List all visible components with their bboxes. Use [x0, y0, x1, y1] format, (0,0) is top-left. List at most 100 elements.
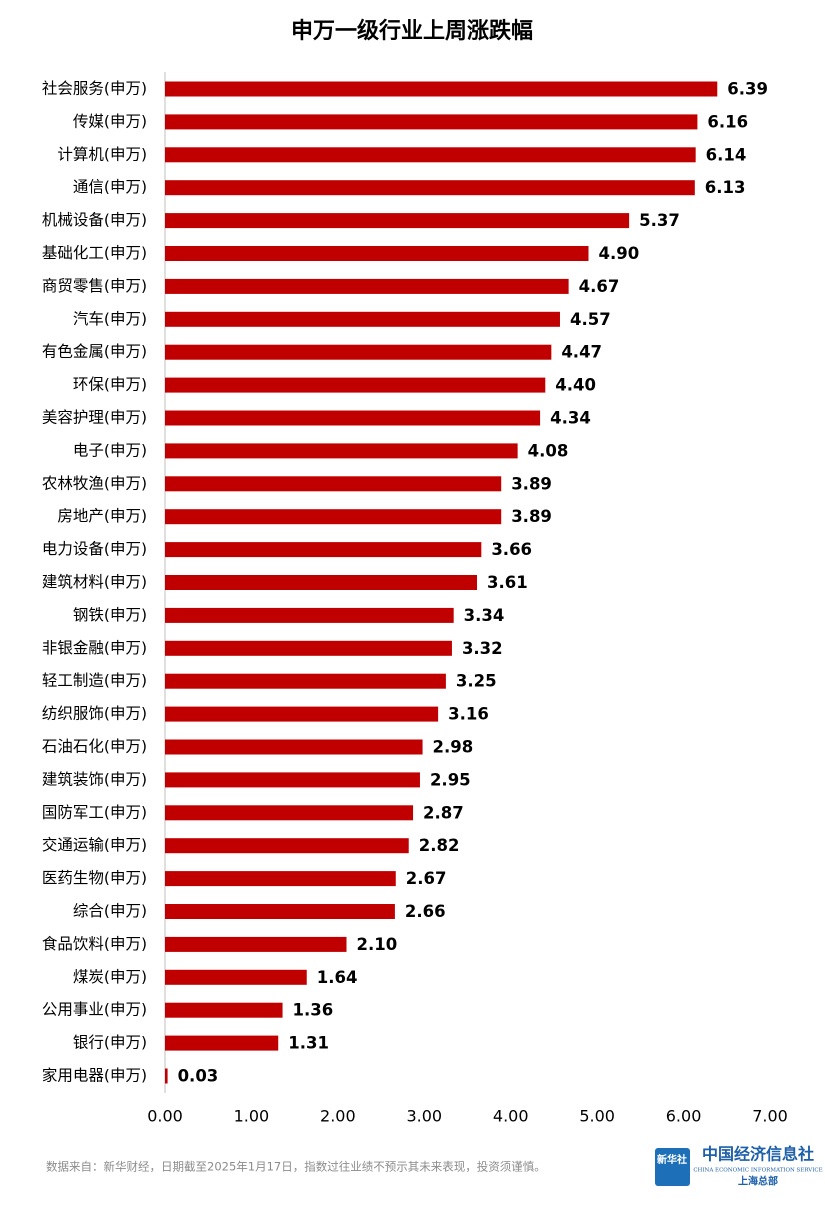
y-tick-label: 电子(申万)	[73, 441, 147, 459]
y-tick-label: 环保(申万)	[73, 376, 147, 394]
y-tick-label: 机械设备(申万)	[42, 211, 147, 229]
bar	[165, 443, 518, 459]
y-tick-label: 交通运输(申万)	[42, 836, 147, 854]
value-label: 4.90	[599, 244, 640, 263]
bar	[165, 969, 307, 985]
bar	[165, 706, 439, 722]
value-label: 4.57	[570, 310, 611, 329]
value-label: 2.66	[405, 902, 446, 921]
x-tick-label: 2.00	[320, 1107, 356, 1126]
y-tick-label: 汽车(申万)	[73, 310, 147, 328]
value-label: 3.89	[511, 507, 552, 526]
bar	[165, 476, 502, 492]
source-note: 数据来自：新华财经，日期截至2025年1月17日，指数过往业绩不预示其未来表现，…	[46, 1160, 546, 1174]
y-tick-label: 电力设备(申万)	[42, 540, 147, 558]
bar	[165, 1035, 279, 1051]
value-label: 1.31	[288, 1034, 329, 1053]
y-tick-label: 房地产(申万)	[57, 507, 147, 525]
value-label: 2.67	[406, 869, 447, 888]
value-label: 3.25	[456, 672, 497, 691]
value-label: 4.08	[528, 441, 569, 460]
x-tick-label: 3.00	[406, 1107, 442, 1126]
logo-badge: 新华社	[657, 1153, 687, 1166]
bar	[165, 311, 560, 327]
value-label: 2.98	[433, 738, 474, 757]
logo-branch: 上海总部	[738, 1175, 778, 1188]
y-tick-label: 轻工制造(申万)	[42, 672, 147, 690]
bar	[165, 1068, 168, 1084]
y-tick-label: 非银金融(申万)	[42, 639, 147, 657]
x-tick-label: 4.00	[493, 1107, 529, 1126]
y-tick-label: 纺织服饰(申万)	[42, 705, 147, 723]
y-tick-label: 钢铁(申万)	[73, 606, 147, 624]
bar	[165, 542, 482, 558]
y-tick-label: 计算机(申万)	[57, 144, 147, 163]
bar	[165, 936, 347, 952]
y-tick-label: 农林牧渔(申万)	[42, 474, 147, 492]
value-label: 0.03	[178, 1067, 219, 1086]
value-label: 3.16	[448, 705, 489, 724]
x-tick-label: 5.00	[579, 1107, 615, 1126]
value-label: 2.87	[423, 803, 464, 822]
value-label: 4.40	[555, 376, 596, 395]
value-label: 1.64	[317, 968, 358, 987]
value-label: 2.10	[357, 935, 398, 954]
bar	[165, 838, 409, 854]
y-tick-label: 商贸零售(申万)	[42, 277, 147, 295]
bar	[165, 377, 546, 393]
bar	[165, 81, 718, 97]
bar	[165, 607, 454, 623]
chart-title: 申万一级行业上周涨跌幅	[291, 18, 533, 44]
bar	[165, 805, 414, 821]
value-label: 3.34	[464, 606, 505, 625]
value-label: 3.61	[487, 573, 528, 592]
bar	[165, 904, 395, 919]
value-label: 2.82	[419, 836, 460, 855]
value-label: 6.14	[706, 145, 747, 164]
bar	[165, 147, 696, 163]
y-tick-label: 公用事业(申万)	[42, 1001, 147, 1019]
bar	[165, 213, 630, 229]
y-tick-label: 银行(申万)	[73, 1034, 147, 1052]
value-label: 5.37	[639, 211, 680, 230]
value-label: 1.36	[293, 1001, 334, 1020]
bar	[165, 246, 589, 261]
bar	[165, 410, 541, 426]
bar	[165, 1002, 283, 1018]
y-tick-label: 家用电器(申万)	[42, 1067, 147, 1085]
x-tick-label: 7.00	[752, 1107, 788, 1126]
value-label: 6.39	[727, 80, 768, 99]
y-tick-label: 美容护理(申万)	[42, 409, 147, 427]
bar	[165, 739, 423, 755]
value-label: 2.95	[430, 770, 471, 789]
y-tick-label: 石油石化(申万)	[42, 738, 147, 756]
value-label: 3.89	[511, 474, 552, 493]
x-tick-label: 0.00	[147, 1107, 183, 1126]
value-label: 4.47	[561, 343, 602, 362]
bar	[165, 575, 478, 590]
y-tick-label: 建筑装饰(申万)	[42, 770, 147, 788]
logo-english: CHINA ECONOMIC INFORMATION SERVICE	[693, 1168, 822, 1174]
y-tick-label: 食品饮料(申万)	[42, 935, 147, 953]
y-tick-label: 社会服务(申万)	[42, 80, 147, 98]
y-tick-label: 基础化工(申万)	[42, 244, 147, 262]
bar	[165, 278, 569, 294]
value-label: 4.67	[579, 277, 620, 296]
bar	[165, 180, 695, 196]
y-tick-label: 通信(申万)	[73, 178, 147, 196]
y-tick-label: 综合(申万)	[73, 902, 147, 920]
bar	[165, 509, 502, 525]
y-tick-label: 建筑材料(申万)	[42, 573, 147, 591]
value-label: 3.32	[462, 639, 503, 658]
y-tick-label: 医药生物(申万)	[42, 869, 147, 887]
value-label: 4.34	[550, 409, 591, 428]
bar	[165, 673, 446, 689]
logo-name: 中国经济信息社	[702, 1145, 814, 1164]
bar	[165, 871, 396, 887]
bar	[165, 114, 698, 130]
y-tick-label: 传媒(申万)	[73, 112, 147, 130]
x-tick-label: 6.00	[666, 1107, 702, 1126]
bar	[165, 640, 452, 656]
value-label: 3.66	[491, 540, 532, 559]
